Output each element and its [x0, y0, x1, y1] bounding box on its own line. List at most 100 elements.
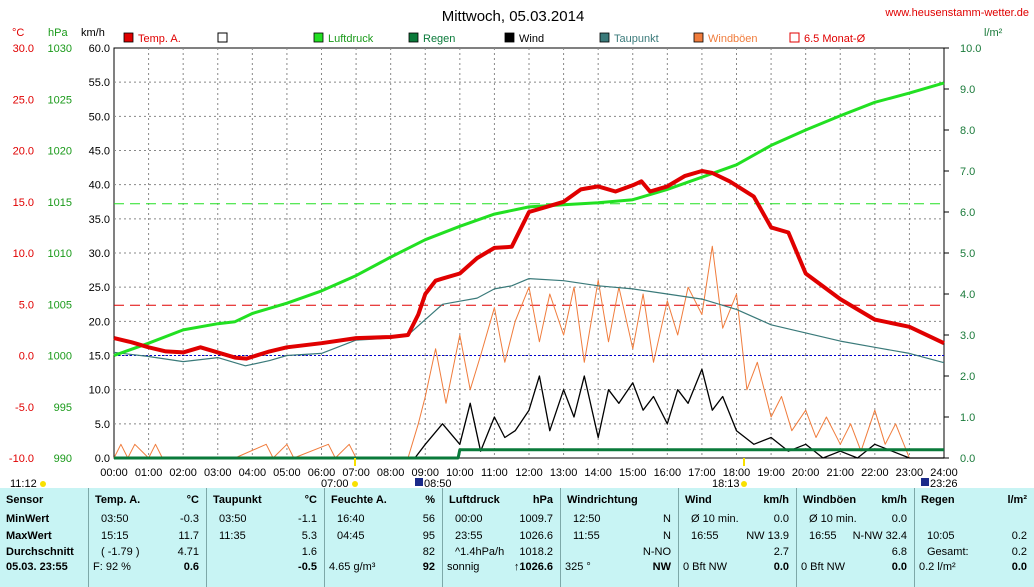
x-tick-label: 13:00	[550, 467, 578, 479]
cell-value: N-NO	[642, 546, 671, 558]
cell-value: -1.1	[298, 513, 317, 525]
x-tick-label: 01:00	[135, 467, 163, 479]
moonset-time: 08:50	[424, 478, 452, 487]
cell-value: -0.3	[180, 513, 199, 525]
rain-tick-label: 4.0	[960, 289, 975, 301]
moonrise-icon	[921, 478, 929, 486]
cell-value: 95	[422, 530, 435, 542]
day-start-time: 11:12	[10, 478, 37, 487]
cell-label: 15:15	[101, 530, 129, 542]
legend-swatch	[313, 32, 324, 43]
x-tick-label: 12:00	[515, 467, 543, 479]
column-header: Taupunkt	[213, 494, 262, 506]
column-header: Windrichtung	[567, 494, 638, 506]
cell-value: 0.0	[891, 513, 907, 525]
cell-value: 0.0	[1011, 561, 1027, 573]
x-tick-label: 23:00	[896, 467, 924, 479]
temp-tick-label: -5.0	[15, 402, 34, 414]
moonset-icon	[415, 478, 423, 486]
temp-tick-label: 10.0	[13, 248, 34, 260]
rain-tick-label: 10.0	[960, 43, 981, 55]
column-header: Windböen	[803, 494, 857, 506]
x-tick-label: 22:00	[861, 467, 889, 479]
pressure-tick-label: 995	[54, 402, 72, 414]
cell-value: 1009.7	[519, 513, 553, 525]
column-unit: °C	[186, 494, 199, 506]
cell-label: 16:40	[337, 513, 365, 525]
stats-column: Wind km/h Ø 10 min. 0.0 16:55 NW 13.9 2.7 0 Bft…	[678, 488, 797, 587]
x-tick-label: 00:00	[100, 467, 128, 479]
chart-legend: Temp. A. Luftdruck Regen Wind Taupunkt Windbö…	[123, 32, 866, 45]
chart-grid	[114, 48, 944, 458]
rain-tick-label: 0.0	[960, 453, 975, 465]
cell-value: 1.6	[301, 546, 317, 558]
x-tick-label: 16:00	[654, 467, 682, 479]
series-line-luftdruck	[113, 81, 945, 357]
cell-value: 82	[422, 546, 435, 558]
wind-tick-label: 45.0	[89, 146, 110, 158]
x-tick-label: 02:00	[169, 467, 197, 479]
cell-value: 6.8	[891, 546, 907, 558]
rain-tick-label: 2.0	[960, 371, 975, 383]
cell-label: 23:55	[455, 530, 483, 542]
legend-swatch	[789, 32, 800, 43]
pressure-tick-label: 1030	[48, 43, 72, 55]
rain-tick-label: 7.0	[960, 166, 975, 178]
cell-value: 11.7	[178, 530, 199, 542]
legend-swatch	[693, 32, 704, 43]
stats-column: Luftdruck hPa 00:00 1009.7 23:55 1026.6 ^1.4hP…	[442, 488, 561, 587]
legend-label: Regen	[423, 33, 455, 45]
cell-value: NW 13.9	[746, 530, 789, 542]
cell-value: N-NW 32.4	[852, 530, 907, 542]
cell-label: 325 °	[565, 561, 591, 573]
legend-label: Luftdruck	[328, 33, 374, 45]
wind-tick-label: 60.0	[89, 43, 110, 55]
temp-axis-unit: °C	[12, 27, 24, 39]
pressure-axis-unit: hPa	[48, 27, 68, 39]
legend-swatch	[123, 32, 134, 43]
rain-tick-label: 5.0	[960, 248, 975, 260]
cell-value: 4.71	[177, 546, 199, 558]
stats-column: Windböen km/h Ø 10 min. 0.0 16:55 N-NW 32.4 6.…	[796, 488, 915, 587]
sunrise-time: 07:00	[321, 478, 349, 487]
column-unit: hPa	[532, 494, 553, 506]
column-header: Wind	[685, 494, 712, 506]
wind-tick-label: 55.0	[89, 77, 110, 89]
cell-value: -0.5	[298, 561, 317, 573]
legend-swatch	[408, 32, 419, 43]
pressure-tick-label: 1000	[48, 351, 72, 363]
cell-label: 00:00	[455, 513, 483, 525]
column-header: Feuchte A.	[331, 494, 387, 506]
series-line-taupunkt	[113, 278, 945, 367]
column-unit: °C	[304, 494, 317, 506]
cell-label: 04:45	[337, 530, 365, 542]
rain-tick-label: 1.0	[960, 412, 975, 424]
cell-label: ^1.4hPa/h	[455, 546, 505, 558]
weather-chart: Mittwoch, 05.03.2014 www.heusenstamm-wet…	[9, 7, 1029, 487]
cell-label: 10:05	[927, 530, 955, 542]
stats-column: Temp. A. °C 03:50 -0.3 15:15 11.7 ( -1.79 ) 4.7…	[88, 488, 207, 587]
wind-tick-label: 35.0	[89, 214, 110, 226]
cell-value: 1018.2	[519, 546, 553, 558]
cell-label: 0 Bft NW	[683, 561, 728, 573]
series-line-windb-en	[113, 245, 944, 459]
wind-tick-label: 40.0	[89, 180, 110, 192]
legend-swatch	[599, 32, 610, 43]
website-link[interactable]: www.heusenstamm-wetter.de	[884, 7, 1029, 19]
x-tick-label: 10:00	[446, 467, 474, 479]
x-tick-label: 03:00	[204, 467, 232, 479]
column-header: Temp. A.	[95, 494, 141, 506]
cell-label: Ø 10 min.	[809, 513, 857, 525]
x-tick-label: 08:00	[377, 467, 405, 479]
series-line-regen	[114, 448, 944, 460]
cell-value: 0.0	[773, 561, 789, 573]
temp-tick-label: 15.0	[13, 197, 34, 209]
temp-tick-label: -10.0	[9, 453, 34, 465]
pressure-tick-label: 1005	[48, 299, 72, 311]
temp-tick-label: 20.0	[13, 146, 34, 158]
cell-value: 0.0	[773, 513, 789, 525]
x-tick-label: 20:00	[792, 467, 820, 479]
legend-label: Taupunkt	[614, 33, 659, 45]
x-tick-label: 06:00	[308, 467, 336, 479]
cell-label: sonnig	[447, 561, 480, 573]
